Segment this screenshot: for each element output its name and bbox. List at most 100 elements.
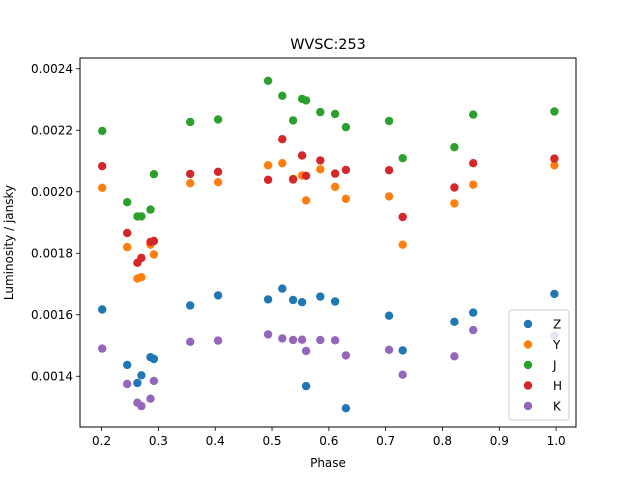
point-y-0 [98, 183, 107, 192]
point-z-7 [213, 291, 223, 300]
point-j-5 [149, 170, 159, 179]
legend-marker-z [523, 319, 533, 329]
point-j-20 [550, 107, 559, 116]
y-tick-label: 0.0014 [31, 369, 73, 383]
point-z-20 [550, 289, 559, 299]
point-k-12 [301, 346, 311, 356]
point-z-8 [263, 295, 273, 304]
point-h-18 [450, 183, 459, 192]
legend-label-z: Z [553, 318, 561, 332]
point-h-13 [316, 156, 325, 165]
point-k-14 [330, 336, 340, 345]
point-k-3 [137, 401, 146, 411]
x-tick-label: 0.2 [92, 434, 111, 448]
x-tick-label: 0.8 [433, 434, 452, 448]
point-y-7 [213, 178, 223, 187]
point-y-1 [123, 242, 132, 252]
point-h-16 [384, 166, 394, 175]
legend-box [508, 309, 570, 421]
point-j-4 [146, 205, 155, 214]
y-tick-label: 0.0018 [31, 246, 73, 260]
point-z-5 [149, 354, 159, 364]
point-z-15 [341, 404, 351, 413]
x-tick-label: 1.0 [547, 434, 566, 448]
point-z-0 [98, 305, 107, 314]
point-h-3 [137, 253, 146, 263]
point-h-20 [550, 154, 559, 163]
point-z-6 [186, 301, 195, 310]
point-k-7 [213, 336, 223, 345]
point-z-13 [316, 292, 325, 301]
point-y-19 [469, 180, 478, 189]
point-k-18 [450, 352, 459, 361]
point-y-20 [550, 161, 559, 170]
point-j-19 [469, 110, 478, 119]
x-axis: 0.2 0.3 0.4 0.5 0.6 0.7 0.8 0.9 1.0 [92, 427, 566, 448]
point-h-7 [213, 167, 223, 176]
point-y-15 [341, 194, 351, 203]
legend-label-y: Y [552, 338, 561, 352]
x-tick-label: 0.5 [262, 434, 281, 448]
point-h-14 [330, 169, 340, 178]
point-j-18 [450, 143, 459, 152]
point-h-1 [123, 228, 132, 238]
point-j-12 [301, 96, 311, 105]
point-h-11 [297, 151, 307, 160]
y-tick-label: 0.0016 [31, 308, 73, 322]
legend-marker-y [523, 340, 533, 349]
point-k-8 [263, 330, 273, 339]
point-h-10 [288, 175, 298, 184]
y-tick-label: 0.0020 [31, 185, 73, 199]
point-y-8 [263, 161, 273, 170]
point-y-13 [316, 165, 325, 174]
point-z-18 [450, 317, 459, 326]
chart-title: WVSC:253 [290, 37, 366, 53]
y-axis: 0.0014 0.0016 0.0018 0.0020 0.0022 0.0024 [31, 62, 80, 383]
point-k-19 [469, 325, 478, 335]
point-z-10 [288, 295, 298, 305]
point-z-16 [384, 311, 394, 320]
point-h-8 [263, 175, 273, 184]
x-axis-label: Phase [310, 456, 346, 470]
point-h-17 [398, 212, 407, 222]
x-tick-label: 0.6 [319, 434, 338, 448]
y-tick-label: 0.0024 [31, 62, 73, 76]
point-k-1 [123, 379, 132, 389]
point-j-7 [213, 115, 223, 124]
point-k-0 [98, 344, 107, 353]
point-j-6 [186, 117, 195, 127]
point-j-3 [137, 212, 146, 221]
point-k-10 [288, 335, 298, 345]
y-axis-label: Luminosity / jansky [2, 185, 16, 300]
point-z-1 [123, 360, 132, 370]
y-tick-label: 0.0022 [31, 123, 73, 137]
point-z-12 [301, 381, 311, 391]
point-y-17 [398, 240, 407, 249]
point-k-17 [398, 370, 407, 379]
point-y-18 [450, 199, 459, 208]
point-z-3 [137, 371, 146, 380]
point-h-9 [278, 135, 287, 144]
x-tick-label: 0.3 [149, 434, 168, 448]
plot-frame [79, 57, 577, 428]
point-k-16 [384, 345, 394, 354]
x-tick-label: 0.4 [206, 434, 225, 448]
point-h-5 [149, 236, 159, 246]
point-j-0 [98, 126, 107, 136]
point-j-17 [398, 154, 407, 163]
point-k-15 [341, 351, 351, 360]
point-k-4 [146, 394, 155, 403]
point-h-0 [98, 162, 107, 171]
point-k-9 [278, 334, 287, 343]
point-j-1 [123, 198, 132, 207]
point-y-5 [149, 250, 159, 259]
point-h-15 [341, 165, 351, 175]
point-y-14 [330, 182, 340, 191]
point-j-13 [316, 107, 325, 117]
point-z-19 [469, 308, 478, 317]
point-y-3 [137, 273, 146, 282]
point-k-13 [316, 335, 325, 345]
point-j-15 [341, 123, 351, 132]
x-tick-label: 0.7 [376, 434, 395, 448]
legend-marker-h [523, 381, 533, 390]
